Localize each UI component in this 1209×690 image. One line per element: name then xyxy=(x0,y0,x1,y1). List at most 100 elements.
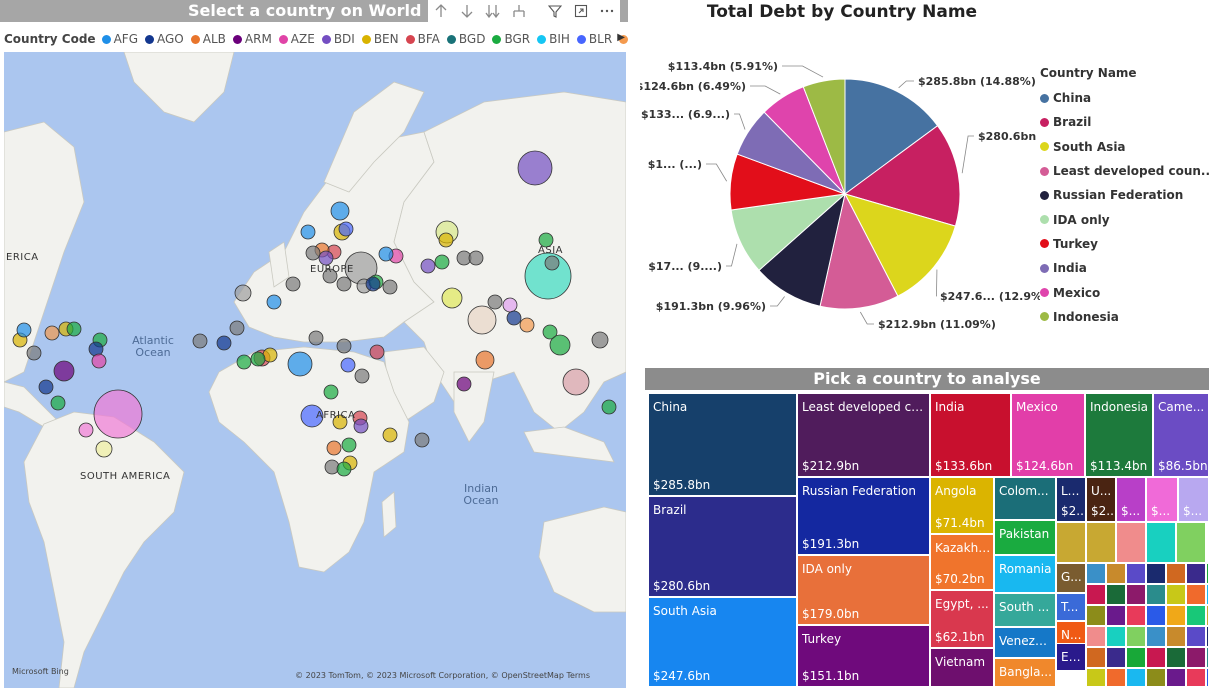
treemap-tile-small[interactable] xyxy=(1176,522,1206,563)
treemap-tile[interactable]: Romania xyxy=(994,555,1056,593)
map-bubble[interactable] xyxy=(326,440,342,456)
map-bubble[interactable] xyxy=(336,276,352,292)
treemap-tile[interactable]: Et... xyxy=(1056,643,1086,671)
map-bubble[interactable] xyxy=(354,368,370,384)
treemap-tile-small[interactable] xyxy=(1186,668,1206,687)
map-bubble[interactable] xyxy=(542,324,558,340)
treemap-tile-small[interactable] xyxy=(1126,563,1146,584)
map-bubble[interactable] xyxy=(300,224,316,240)
treemap-tile-small[interactable] xyxy=(1146,647,1166,668)
treemap-tile-small[interactable] xyxy=(1106,563,1126,584)
pie-legend-item[interactable]: IDA only xyxy=(1040,207,1209,231)
map-visual[interactable]: Select a country on World Ma Country Cod… xyxy=(0,0,628,690)
treemap-tile-small[interactable] xyxy=(1106,584,1126,605)
map-bubble[interactable] xyxy=(285,276,301,292)
treemap-tile-small[interactable] xyxy=(1146,668,1166,687)
map-bubble[interactable] xyxy=(365,276,381,292)
treemap-tile-small[interactable] xyxy=(1126,605,1146,626)
treemap-tile[interactable]: U... $2... xyxy=(1086,477,1116,522)
legend-item-bgd[interactable]: BGD xyxy=(446,32,485,46)
treemap-tile[interactable]: Indonesia $113.4bn xyxy=(1085,393,1153,477)
arrow-up-icon[interactable] xyxy=(428,0,454,22)
treemap-tile[interactable]: G... xyxy=(1056,563,1086,593)
map-bubble[interactable] xyxy=(78,422,94,438)
treemap-tile[interactable]: Le... $2... xyxy=(1056,477,1086,522)
treemap-tile-small[interactable] xyxy=(1106,626,1126,647)
treemap-tile-small[interactable] xyxy=(1146,563,1166,584)
map-bubble[interactable] xyxy=(544,255,560,271)
legend-item-bdi[interactable]: BDI xyxy=(321,32,355,46)
map-bubble[interactable] xyxy=(601,399,617,415)
treemap-tile-small[interactable] xyxy=(1106,605,1126,626)
treemap-tile[interactable]: T... xyxy=(1056,593,1086,621)
legend-item-aze[interactable]: AZE xyxy=(278,32,315,46)
treemap-tile-small[interactable] xyxy=(1056,522,1086,563)
legend-item-ago[interactable]: AGO xyxy=(145,32,184,46)
map-bubble[interactable] xyxy=(44,325,60,341)
treemap-tile[interactable]: $... xyxy=(1116,477,1146,522)
treemap-tile-small[interactable] xyxy=(1186,584,1206,605)
treemap-tile-small[interactable] xyxy=(1146,584,1166,605)
legend-item-bih[interactable]: BIH xyxy=(537,32,570,46)
treemap-tile-small[interactable] xyxy=(1086,668,1106,687)
map-bubble[interactable] xyxy=(502,297,518,313)
map-bubble[interactable] xyxy=(318,250,334,266)
map-bubble[interactable] xyxy=(229,320,245,336)
map-bubble[interactable] xyxy=(66,321,82,337)
map-bubble[interactable] xyxy=(50,395,66,411)
map-area[interactable]: EUROPE ASIA AFRICA SOUTH AMERICA ERICA A… xyxy=(4,52,626,688)
treemap-tile[interactable]: Pakistan xyxy=(994,520,1056,555)
map-bubble[interactable] xyxy=(353,418,369,434)
map-bubble[interactable] xyxy=(467,305,497,335)
pie-legend-item[interactable]: Turkey xyxy=(1040,232,1209,256)
treemap-tile-small[interactable] xyxy=(1186,563,1206,584)
map-bubble[interactable] xyxy=(287,351,313,377)
treemap-tile-small[interactable] xyxy=(1166,647,1186,668)
treemap-tile-small[interactable] xyxy=(1086,647,1106,668)
treemap-tile-small[interactable] xyxy=(1086,584,1106,605)
pie-legend-item[interactable]: South Asia xyxy=(1040,135,1209,159)
treemap-tile-small[interactable] xyxy=(1116,522,1146,563)
pie-legend-item[interactable]: China xyxy=(1040,86,1209,110)
pie-slice-3[interactable] xyxy=(819,192,899,310)
treemap-tile-small[interactable] xyxy=(1166,584,1186,605)
expand-hierarchy-icon[interactable] xyxy=(506,0,532,22)
map-bubble[interactable] xyxy=(250,351,266,367)
map-bubble[interactable] xyxy=(487,294,503,310)
legend-scroll-right-icon[interactable]: ▶ xyxy=(617,32,625,43)
treemap-tile-small[interactable] xyxy=(1146,605,1166,626)
legend-item-arm[interactable]: ARM xyxy=(232,32,272,46)
filter-icon[interactable] xyxy=(542,0,568,22)
treemap[interactable]: China $285.8bn Brazil $280.6bn South Asia $24… xyxy=(648,393,1209,687)
map-bubble[interactable] xyxy=(517,150,553,186)
treemap-tile-small[interactable] xyxy=(1106,668,1126,687)
map-bubble[interactable] xyxy=(38,379,54,395)
focus-mode-icon[interactable] xyxy=(568,0,594,22)
treemap-tile-small[interactable] xyxy=(1086,522,1116,563)
legend-item-bfa[interactable]: BFA xyxy=(405,32,440,46)
map-bubble[interactable] xyxy=(338,221,354,237)
map-bubble[interactable] xyxy=(591,331,609,349)
map-bubble[interactable] xyxy=(53,360,75,382)
legend-item-blr[interactable]: BLR xyxy=(576,32,612,46)
treemap-tile-small[interactable] xyxy=(1126,584,1146,605)
treemap-tile-small[interactable] xyxy=(1086,605,1106,626)
map-bubble[interactable] xyxy=(305,245,321,261)
treemap-tile[interactable]: South Asia $247.6bn xyxy=(648,597,797,687)
treemap-tile[interactable]: Colom... xyxy=(994,477,1056,520)
pie-legend-item[interactable]: Brazil xyxy=(1040,110,1209,134)
treemap-tile-small[interactable] xyxy=(1166,626,1186,647)
map-bubble[interactable] xyxy=(341,437,357,453)
more-options-icon[interactable] xyxy=(594,0,620,22)
treemap-tile-small[interactable] xyxy=(1126,626,1146,647)
treemap-tile[interactable]: Egypt, ... $62.1bn xyxy=(930,590,994,648)
pie-chart[interactable]: $285.8bn (14.88%) $280.6bn (14.62%) $247.6… xyxy=(640,30,1040,340)
map-bubble[interactable] xyxy=(369,344,385,360)
pie-legend-item[interactable]: Indonesia xyxy=(1040,305,1209,329)
treemap-tile[interactable]: Mexico $124.6bn xyxy=(1011,393,1085,477)
treemap-tile[interactable]: Russian Federation $191.3bn xyxy=(797,477,930,555)
map-bubble[interactable] xyxy=(91,353,107,369)
map-bubble[interactable] xyxy=(300,404,324,428)
pie-slice-2[interactable] xyxy=(844,193,957,297)
map-bubble[interactable] xyxy=(93,389,143,439)
